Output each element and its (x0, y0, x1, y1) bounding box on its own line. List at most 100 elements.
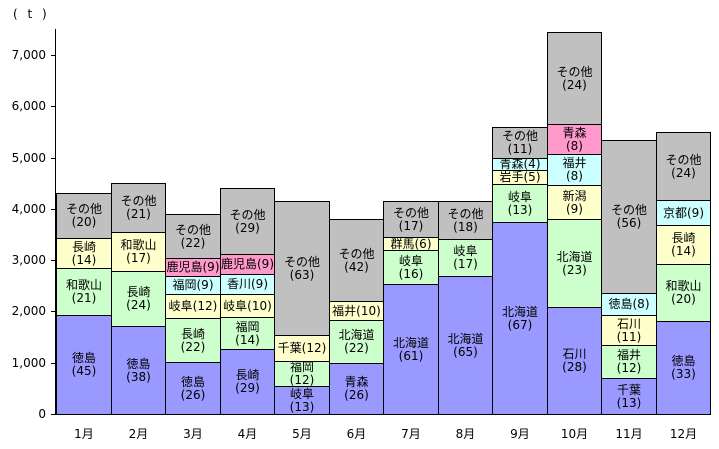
segment-label: 青森 (8) (562, 125, 587, 153)
bar-segment: 福井 (12) (601, 345, 657, 379)
segment-label: その他 (22) (174, 222, 211, 250)
y-axis-line (55, 29, 56, 415)
segment-label: 福岡 (12) (289, 360, 315, 387)
segment-label: 石川 (28) (562, 347, 587, 374)
bar-segment: その他 (17) (383, 201, 439, 238)
segment-label: 和歌山 (20) (665, 279, 702, 306)
x-axis-label: 4月 (237, 427, 258, 441)
segment-label: その他 (21) (120, 194, 157, 221)
bar-segment: 岐阜 (13) (492, 184, 548, 223)
segment-label: 福井 (8) (562, 156, 587, 183)
bar-segment: 岐阜 (13) (274, 386, 330, 415)
y-tick-mark (51, 260, 56, 261)
x-axis-label: 11月 (615, 427, 643, 441)
y-tick-label: 3,000 (11, 253, 46, 267)
bar-segment: 福岡 (12) (274, 361, 330, 387)
segment-label: 新潟 (9) (562, 188, 587, 216)
bar-segment: その他 (20) (56, 193, 112, 239)
y-axis-unit-label: ( t ) (13, 7, 50, 21)
bar-segment: 京都(9) (656, 200, 711, 226)
bar-segment: 青森(4) (492, 158, 548, 171)
y-tick-mark (51, 311, 56, 312)
x-axis-label: 7月 (401, 427, 421, 441)
segment-label: 千葉 (13) (616, 382, 642, 410)
bar-segment: 徳島(8) (601, 293, 657, 316)
bar-segment: 新潟 (9) (547, 185, 602, 220)
x-axis-label: 8月 (455, 427, 476, 441)
bar-segment: その他 (21) (111, 183, 166, 233)
bar-segment: 岐阜 (17) (438, 239, 493, 277)
bar-segment: その他 (11) (492, 127, 548, 159)
segment-label: 鹿児島(9) (221, 257, 274, 271)
bar-segment: 千葉(12) (274, 335, 330, 362)
x-axis-label: 6月 (346, 427, 367, 441)
bar-segment: 和歌山 (20) (656, 264, 711, 322)
bar-segment: その他 (63) (274, 201, 330, 336)
segment-label: 鹿児島(9) (166, 260, 220, 274)
segment-label: その他 (29) (229, 207, 266, 235)
y-tick-label: 4,000 (11, 202, 46, 216)
bar-segment: その他 (42) (329, 219, 384, 302)
segment-label: 千葉(12) (277, 341, 327, 355)
bar-segment: 徳島 (33) (656, 321, 711, 415)
segment-label: 北海道 (65) (447, 331, 484, 359)
bar-segment: 北海道 (22) (329, 320, 384, 364)
bar-segment: 岐阜(10) (220, 294, 275, 318)
segment-label: 青森 (26) (344, 375, 369, 402)
bar-segment: 青森 (26) (329, 363, 384, 415)
bar-segment: 福井(10) (329, 301, 384, 321)
segment-label: 和歌山 (17) (120, 238, 157, 265)
segment-label: その他 (42) (338, 246, 375, 274)
segment-label: 香川(9) (227, 277, 268, 291)
bar-segment: 石川 (28) (547, 307, 602, 415)
segment-label: その他 (24) (665, 152, 702, 180)
x-axis-label: 5月 (292, 427, 312, 441)
y-tick-mark (51, 209, 56, 210)
y-tick-mark (51, 106, 56, 107)
segment-label: その他 (63) (283, 254, 320, 282)
y-tick-label: 7,000 (11, 48, 46, 62)
bar-segment: 鹿児島(9) (165, 258, 221, 277)
bar-segment: 鹿児島(9) (220, 254, 275, 275)
bar-segment: 北海道 (65) (438, 276, 493, 415)
bar-segment: 和歌山 (17) (111, 232, 166, 272)
bar-segment: 長崎 (22) (165, 318, 221, 363)
bar-segment: 群馬(6) (383, 237, 439, 251)
y-tick-label: 6,000 (11, 99, 46, 113)
bar-segment: 長崎 (29) (220, 349, 275, 415)
segment-label: 徳島 (45) (71, 351, 97, 378)
segment-label: 福岡(9) (172, 278, 214, 292)
bar-segment: 岐阜 (16) (383, 250, 439, 285)
bar-segment: 北海道 (67) (492, 222, 548, 415)
segment-label: 北海道 (67) (501, 304, 538, 332)
bar-segment: 北海道 (23) (547, 219, 602, 308)
segment-label: 北海道 (61) (392, 335, 429, 363)
segment-label: その他 (17) (392, 205, 429, 233)
segment-label: 北海道 (23) (556, 249, 593, 277)
segment-label: 岐阜 (13) (289, 386, 315, 414)
bar-segment: 福井 (8) (547, 154, 602, 186)
segment-label: 岐阜(10) (223, 298, 272, 313)
x-axis-label: 12月 (669, 427, 698, 441)
segment-label: 京都(9) (663, 205, 704, 220)
y-tick-mark (51, 414, 56, 415)
segment-label: 徳島 (33) (671, 354, 696, 381)
bar-segment: 千葉 (13) (601, 378, 657, 415)
bar-segment: 長崎 (24) (111, 271, 166, 327)
segment-label: その他 (18) (447, 206, 484, 234)
y-tick-mark (51, 158, 56, 159)
bar-segment: 青森 (8) (547, 124, 602, 155)
segment-label: 岐阜(12) (168, 299, 218, 313)
y-tick-mark (51, 55, 56, 56)
y-tick-mark (51, 363, 56, 364)
segment-label: 長崎 (24) (126, 285, 151, 312)
bar-segment: 岩手(5) (492, 170, 548, 185)
segment-label: 長崎 (14) (671, 231, 696, 258)
segment-label: 徳島 (38) (126, 356, 151, 384)
bar-segment: 和歌山 (21) (56, 268, 112, 316)
segment-label: 福井 (12) (616, 348, 642, 375)
segment-label: 福井(10) (332, 303, 381, 318)
x-axis-label: 1月 (74, 427, 94, 441)
segment-label: 群馬(6) (390, 236, 432, 251)
segment-label: 岩手(5) (499, 170, 541, 184)
